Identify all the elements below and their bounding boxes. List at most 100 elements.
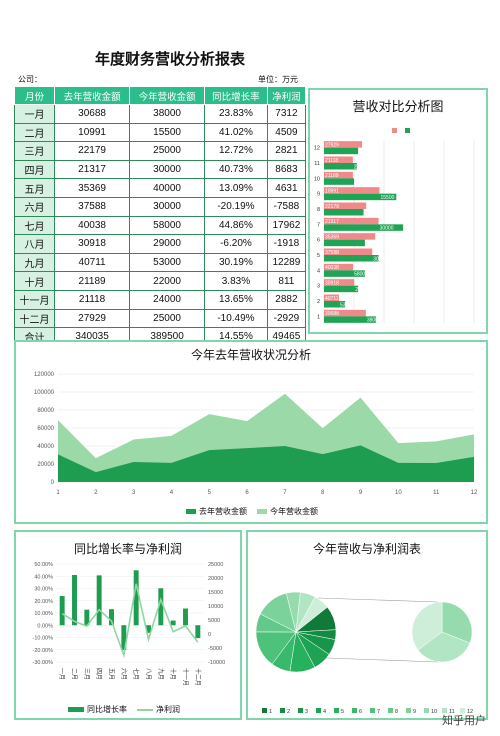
bar: [183, 608, 188, 626]
y-tick-label: 1: [317, 314, 320, 320]
x-tick-label: 五月: [108, 668, 115, 680]
table-cell: 3.83%: [204, 271, 268, 291]
growth-profit-legend: 同比增长率 净利润: [68, 704, 180, 715]
table-cell: 2821: [266, 141, 307, 161]
legend-label: 9: [413, 709, 416, 715]
table-row: 九月 40711 53000 30.19% 12289: [13, 252, 307, 273]
legend-label: 同比增长率: [87, 705, 127, 714]
data-label: 40000: [376, 241, 390, 247]
bar: [324, 163, 357, 170]
table-cell: 22000: [129, 271, 206, 291]
bar: [324, 187, 380, 194]
x-tick-label: 九月: [157, 668, 165, 680]
table-row: 五月 35369 40000 13.09% 4631: [13, 178, 307, 198]
table-cell: 十一月: [13, 289, 56, 310]
data-label: 58000: [354, 272, 368, 278]
y-right-tick-label: -5000: [208, 646, 222, 652]
y-tick-label: 100000: [34, 390, 55, 396]
y-right-tick-label: 20000: [208, 576, 223, 582]
table-row: 八月 30918 29000 -6.20% -1918: [13, 234, 307, 254]
y-tick-label: 4: [317, 268, 320, 274]
legend-label: 2: [287, 709, 290, 715]
x-tick-label: 9: [359, 490, 363, 496]
data-label: 21317: [325, 219, 339, 225]
legend-label: 12: [467, 709, 473, 715]
data-label: 25000: [363, 149, 377, 155]
pie-panel: 今年营收与净利润表 1 2 3 4 5 6 7 8 9 10 11 12: [246, 530, 488, 720]
data-label: 40038: [325, 265, 339, 271]
legend-label: 5: [341, 709, 344, 715]
brand-watermark: 知乎用户: [442, 714, 486, 727]
bar: [324, 202, 367, 209]
bar: [324, 178, 354, 185]
bar: [133, 570, 139, 626]
table-cell: 30.19%: [204, 252, 268, 273]
table-cell: 2882: [266, 289, 307, 310]
y-right-tick-label: 10000: [208, 604, 223, 610]
y-left-tick-label: -30.00%: [33, 660, 54, 666]
legend-item-profit: 净利润: [137, 704, 180, 715]
data-label: 30918: [325, 280, 339, 286]
sub-pie-slice: [417, 631, 471, 663]
y-right-tick-label: 15000: [208, 590, 223, 596]
table-cell: 37588: [54, 196, 131, 217]
table-cell: 30000: [129, 159, 206, 180]
table-cell: 八月: [13, 234, 56, 254]
legend-label: 4: [323, 709, 326, 715]
legend-swatch-icon: [388, 708, 393, 713]
x-tick-label: 一月: [58, 668, 65, 680]
table-cell: -1918: [266, 234, 307, 254]
y-tick-label: 12: [314, 146, 320, 152]
table-cell: 40000: [129, 178, 206, 198]
table-cell: 一月: [13, 104, 56, 124]
y-tick-label: 0: [51, 480, 55, 486]
y-tick-label: 40000: [37, 444, 54, 450]
growth-profit-panel: 同比增长率与净利润 50.00% 40.00% 30.00% 20.00% 10.00%…: [14, 530, 242, 720]
table-row: 四月 21317 30000 40.73% 8683: [13, 159, 307, 180]
pie-slice: [295, 596, 328, 633]
legend-swatch-icon: [186, 509, 196, 514]
y-right-tick-label: 25000: [208, 562, 223, 568]
table-cell: 30688: [54, 104, 131, 124]
x-tick-label: 十二月: [194, 668, 202, 686]
column-header: 月份: [13, 86, 56, 105]
legend-swatch-icon: [257, 509, 267, 514]
y-tick-label: 6: [317, 238, 320, 244]
table-row: 三月 22179 25000 12.72% 2821: [13, 141, 307, 161]
bar: [324, 255, 379, 262]
x-tick-label: 二月: [71, 668, 78, 680]
legend-swatch-icon: [280, 708, 285, 713]
y-tick-label: 60000: [37, 426, 54, 432]
sub-pie-slice: [411, 601, 443, 651]
x-tick-label: 12: [471, 490, 478, 496]
bar-compare-panel: 营收对比分析图 12 27929 25000 11 21118 24000 10 21189 2…: [308, 88, 488, 334]
connector-line: [325, 657, 439, 663]
bar: [72, 575, 77, 626]
table-cell: 4509: [266, 122, 307, 143]
y-tick-label: 3: [317, 284, 320, 290]
connector-line: [317, 597, 439, 603]
legend-swatch-icon: [370, 708, 375, 713]
table-cell: 44.86%: [204, 215, 268, 236]
table-row: 十一月 21118 24000 13.65% 2882: [13, 289, 307, 310]
y-right-tick-label: 5000: [208, 618, 220, 624]
growth-profit-title: 同比增长率与净利润: [73, 542, 182, 556]
table-row: 十二月 27929 25000 -10.49% -2929: [13, 308, 307, 329]
table-cell: -7588: [266, 196, 307, 217]
bar: [324, 248, 373, 255]
bar: [324, 141, 363, 148]
data-label: 30688: [325, 311, 339, 317]
legend-swatch-icon: [392, 128, 397, 133]
y-tick-label: 9: [317, 192, 320, 198]
y-tick-label: 7: [317, 222, 320, 228]
table-row: 一月 30688 38000 23.83% 7312: [13, 104, 307, 124]
legend-line-icon: [137, 708, 153, 711]
legend-swatch-icon: [460, 708, 465, 713]
y-right-tick-label: 0: [208, 632, 211, 638]
bar: [324, 316, 376, 323]
y-left-tick-label: 10.00%: [34, 611, 53, 617]
y-tick-label: 20000: [37, 462, 54, 468]
bar: [324, 233, 376, 240]
area-legend: 去年营收金额 今年营收金额: [186, 506, 318, 517]
